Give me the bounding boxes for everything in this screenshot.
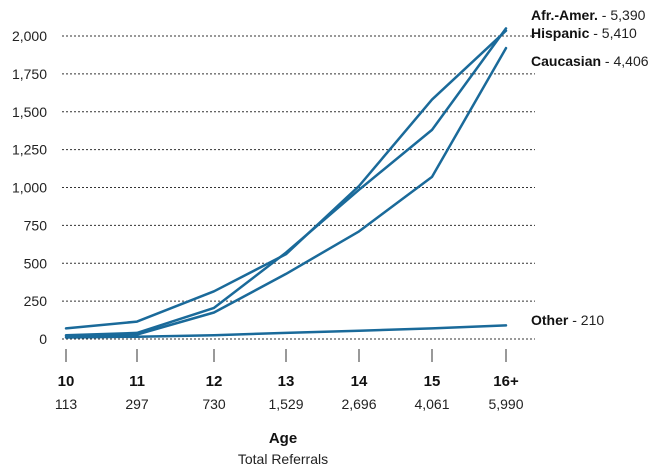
x-tick-label: 12	[206, 373, 223, 390]
x-tick-total-label: 730	[202, 396, 226, 412]
y-axis-ticks: 0 250 500 750 1,000 1,250 1,500 1,750 2,000	[12, 28, 47, 347]
y-tick-label: 1,750	[12, 66, 47, 82]
y-tick-label: 1,000	[12, 180, 47, 196]
x-tick-total-label: 1,529	[268, 396, 303, 412]
x-tick-label: 16+	[493, 373, 519, 390]
x-axis-subtitle: Total Referrals	[238, 451, 328, 467]
gridlines	[62, 35, 535, 340]
x-tick-total-label: 297	[125, 396, 149, 412]
x-tick-label: 10	[58, 373, 75, 390]
series-line	[64, 27, 508, 337]
series-label: Hispanic - 5,410	[531, 25, 637, 41]
series-label: Other - 210	[531, 312, 604, 328]
y-tick-label: 250	[24, 293, 48, 309]
y-tick-label: 0	[39, 331, 47, 347]
y-tick-label: 750	[24, 217, 48, 233]
series-lines	[64, 27, 508, 339]
series-labels: Afr.-Amer. - 5,390 Hispanic - 5,410 Caucas…	[531, 7, 649, 328]
x-tick-label: 14	[351, 373, 368, 390]
series-line	[64, 46, 508, 338]
y-tick-label: 1,250	[12, 142, 47, 158]
series-line	[64, 324, 508, 339]
y-tick-label: 500	[24, 255, 48, 271]
y-tick-label: 2,000	[12, 28, 47, 44]
x-axis-ticks: 10 113 11 297 12 730 13 1,529 14 2,696 15 4,061 16+ 5…	[55, 349, 524, 412]
x-tick-label: 15	[424, 373, 441, 390]
y-tick-label: 1,500	[12, 104, 47, 120]
series-label: Afr.-Amer. - 5,390	[531, 7, 646, 23]
x-tick-label: 11	[129, 373, 145, 390]
x-axis-title: Age	[269, 430, 297, 447]
series-label: Caucasian - 4,406	[531, 53, 649, 69]
series-line	[64, 29, 508, 330]
x-tick-total-label: 4,061	[414, 396, 449, 412]
x-tick-total-label: 113	[55, 396, 78, 412]
x-tick-label: 13	[278, 373, 295, 390]
x-tick-total-label: 5,990	[488, 396, 523, 412]
x-tick-total-label: 2,696	[341, 396, 376, 412]
